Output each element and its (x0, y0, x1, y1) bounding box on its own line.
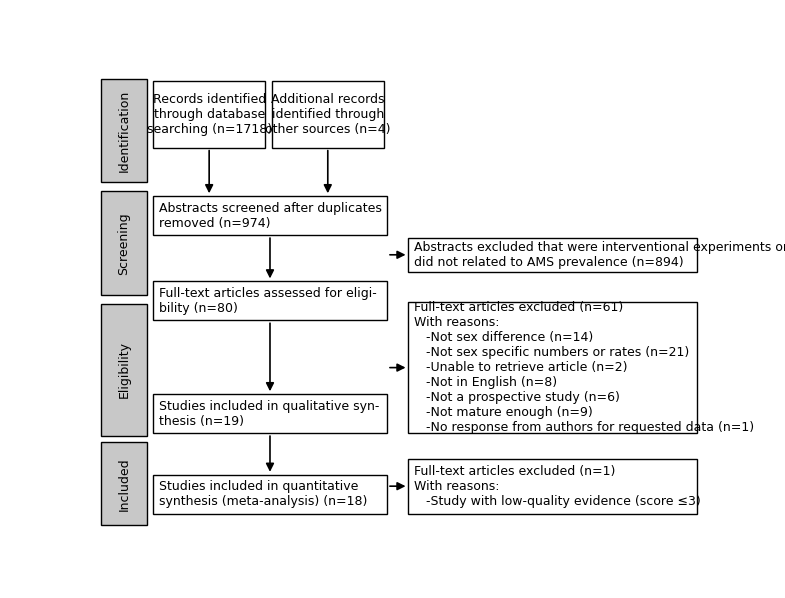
FancyBboxPatch shape (101, 304, 147, 435)
FancyBboxPatch shape (101, 443, 147, 525)
FancyBboxPatch shape (408, 237, 697, 272)
Text: Abstracts excluded that were interventional experiments or
did not related to AM: Abstracts excluded that were interventio… (414, 241, 785, 269)
Text: Eligibility: Eligibility (118, 341, 130, 398)
Text: Included: Included (118, 457, 130, 511)
Text: Full-text articles excluded (n=1)
With reasons:
   -Study with low-quality evide: Full-text articles excluded (n=1) With r… (414, 465, 701, 508)
FancyBboxPatch shape (101, 79, 147, 182)
Text: Screening: Screening (118, 212, 130, 274)
FancyBboxPatch shape (153, 281, 387, 321)
FancyBboxPatch shape (153, 475, 387, 514)
Text: Records identified
through database
searching (n=1718): Records identified through database sear… (147, 93, 272, 136)
Text: Additional records
identified through
other sources (n=4): Additional records identified through ot… (265, 93, 390, 136)
FancyBboxPatch shape (101, 191, 147, 295)
FancyBboxPatch shape (272, 81, 384, 148)
Text: Identification: Identification (118, 89, 130, 172)
FancyBboxPatch shape (153, 196, 387, 235)
FancyBboxPatch shape (153, 394, 387, 433)
Text: Studies included in quantitative
synthesis (meta-analysis) (n=18): Studies included in quantitative synthes… (159, 480, 367, 508)
Text: Studies included in qualitative syn-
thesis (n=19): Studies included in qualitative syn- the… (159, 399, 379, 428)
Text: Full-text articles assessed for eligi-
bility (n=80): Full-text articles assessed for eligi- b… (159, 287, 377, 315)
FancyBboxPatch shape (408, 302, 697, 433)
FancyBboxPatch shape (153, 81, 265, 148)
Text: Abstracts screened after duplicates
removed (n=974): Abstracts screened after duplicates remo… (159, 202, 382, 230)
Text: Full-text articles excluded (n=61)
With reasons:
   -Not sex difference (n=14)
 : Full-text articles excluded (n=61) With … (414, 301, 754, 434)
FancyBboxPatch shape (408, 459, 697, 514)
